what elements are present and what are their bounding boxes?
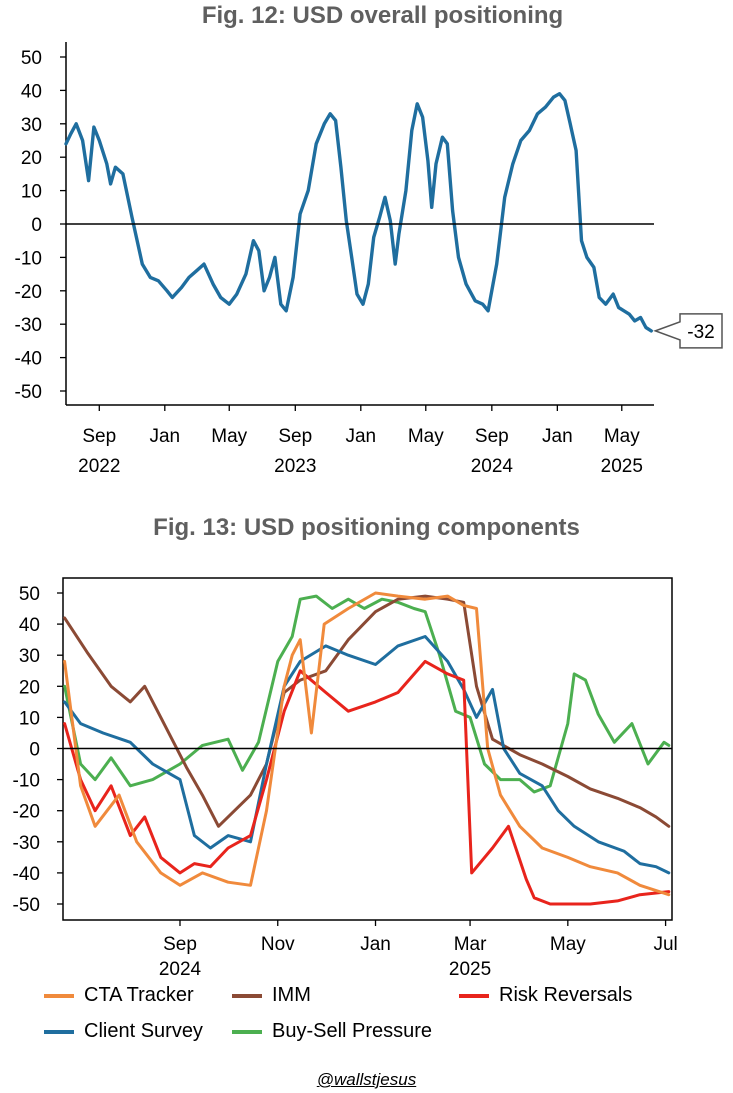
x-tick-label: Nov <box>261 934 295 955</box>
x-tick-label: Jan <box>149 426 180 447</box>
chart-fig13: 50 40 30 20 10 0 -10 -20 -30 -40 -50 Sep 2024 Nov Jan M… <box>13 577 678 980</box>
x-tick-label: Sep <box>278 426 312 447</box>
y-tick-label: 40 <box>19 615 40 636</box>
y-tick-label: -20 <box>15 282 42 303</box>
y-tick-label: 20 <box>19 677 40 698</box>
x-tick-year-label: 2025 <box>601 456 643 477</box>
y-tick-label: 10 <box>21 182 42 203</box>
legend-swatch <box>44 993 74 998</box>
callout-box <box>653 313 723 349</box>
legend-label: Client Survey <box>84 1020 203 1042</box>
legend-label: CTA Tracker <box>84 984 194 1006</box>
credit-handle: @wallstjesus <box>316 1070 417 1089</box>
x-tick-label: Jan <box>542 426 573 447</box>
y-tick-label: 0 <box>31 215 42 236</box>
y-tick-label: 50 <box>21 48 42 69</box>
x-tick-year-label: 2022 <box>78 456 120 477</box>
y-tick-label: -20 <box>13 802 40 823</box>
usd-positioning-line <box>64 92 653 333</box>
y-tick-label: -50 <box>15 382 42 403</box>
imm-line <box>63 594 671 828</box>
x-tick-label: May <box>408 426 444 447</box>
y-tick-label: -10 <box>13 771 40 792</box>
legend-item-buy-sell-pressure: Buy-Sell Pressure <box>232 1020 432 1043</box>
x-tick-year-label: 2024 <box>471 456 514 477</box>
x-tick-label: Sep <box>82 426 116 447</box>
x-tick-label: Jul <box>653 934 677 955</box>
legend-item-client-survey: Client Survey <box>44 1020 203 1043</box>
y-tick-label: 20 <box>21 148 42 169</box>
y-tick-label: 30 <box>21 115 42 136</box>
x-tick-year-label: 2025 <box>449 959 491 980</box>
buy-sell-pressure-line <box>63 594 671 794</box>
y-tick-label: -30 <box>15 315 42 336</box>
x-tick-label: May <box>550 934 586 955</box>
y-tick-label: -30 <box>13 833 40 854</box>
chart-title-fig13: Fig. 13: USD positioning components <box>153 514 580 541</box>
x-tick-label: Mar <box>454 934 487 955</box>
legend-item-cta-tracker: CTA Tracker <box>44 984 194 1007</box>
legend-swatch <box>232 1029 262 1034</box>
legend-label: IMM <box>272 984 311 1006</box>
risk-reversals-line <box>63 659 671 906</box>
y-tick-label: 50 <box>19 584 40 605</box>
y-tick-label: 30 <box>19 646 40 667</box>
client-survey-line <box>63 635 671 875</box>
chart-fig12: 50 40 30 20 10 0 -10 -20 -30 -40 -50 Sep 2022 Jan May S… <box>15 42 723 477</box>
legend-item-imm: IMM <box>232 984 311 1007</box>
x-tick-label: Sep <box>475 426 509 447</box>
y-tick-label: 40 <box>21 81 42 102</box>
x-tick-label: Sep <box>163 934 197 955</box>
legend-swatch <box>44 1029 74 1034</box>
x-tick-year-label: 2023 <box>274 456 316 477</box>
y-tick-label: 0 <box>29 740 40 761</box>
x-tick-label: Jan <box>345 426 376 447</box>
cta-tracker-line <box>63 591 671 897</box>
x-tick-year-label: 2024 <box>159 959 202 980</box>
legend-swatch <box>459 993 489 998</box>
y-tick-label: 10 <box>19 708 40 729</box>
x-tick-label: May <box>211 426 247 447</box>
y-tick-label: -40 <box>15 349 42 370</box>
y-tick-label: -50 <box>13 895 40 916</box>
legend-label: Risk Reversals <box>499 984 633 1006</box>
legend-item-risk-reversals: Risk Reversals <box>459 984 632 1007</box>
chart-title-fig12: Fig. 12: USD overall positioning <box>201 2 564 29</box>
y-tick-label: -40 <box>13 864 40 885</box>
legend: CTA Tracker IMM Risk Reversals Client Su… <box>44 984 724 1054</box>
x-tick-label: Jan <box>360 934 391 955</box>
legend-label: Buy-Sell Pressure <box>272 1020 433 1042</box>
legend-swatch <box>232 993 262 998</box>
callout-label: -32 <box>687 322 714 343</box>
x-tick-label: May <box>604 426 640 447</box>
y-tick-label: -10 <box>15 248 42 269</box>
